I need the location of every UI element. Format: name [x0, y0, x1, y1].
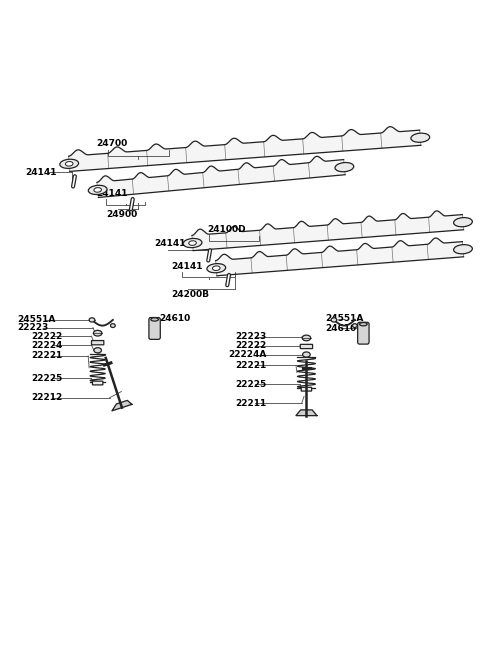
Ellipse shape — [411, 133, 430, 142]
Text: 22225: 22225 — [31, 374, 62, 383]
Text: 22211: 22211 — [235, 399, 266, 408]
Ellipse shape — [331, 318, 337, 322]
Text: 24200B: 24200B — [171, 291, 209, 299]
Polygon shape — [112, 400, 132, 411]
Polygon shape — [97, 157, 345, 197]
Text: 22223: 22223 — [17, 323, 48, 332]
Polygon shape — [192, 211, 464, 251]
Polygon shape — [296, 410, 317, 416]
Ellipse shape — [110, 324, 115, 328]
Text: 22222: 22222 — [235, 341, 266, 350]
Ellipse shape — [151, 318, 158, 321]
Ellipse shape — [352, 324, 357, 328]
Ellipse shape — [189, 241, 196, 246]
Text: 22221: 22221 — [235, 361, 266, 370]
Ellipse shape — [213, 266, 220, 271]
Text: 24551A: 24551A — [325, 314, 364, 324]
Text: 22222: 22222 — [31, 331, 62, 341]
Ellipse shape — [94, 348, 101, 353]
Text: 22212: 22212 — [31, 393, 62, 402]
Text: 22224A: 22224A — [228, 350, 266, 359]
Text: 24141: 24141 — [171, 261, 203, 271]
Ellipse shape — [302, 335, 311, 341]
Polygon shape — [216, 238, 464, 276]
Text: 24700: 24700 — [96, 139, 128, 148]
Ellipse shape — [454, 244, 472, 254]
Text: 24141: 24141 — [155, 239, 186, 248]
Ellipse shape — [94, 187, 101, 192]
Ellipse shape — [207, 263, 226, 272]
Ellipse shape — [183, 238, 202, 248]
Ellipse shape — [302, 352, 310, 357]
Text: 24100D: 24100D — [207, 225, 245, 234]
FancyBboxPatch shape — [358, 322, 369, 344]
Ellipse shape — [94, 330, 102, 336]
Text: 24610: 24610 — [325, 324, 357, 333]
Text: 24610: 24610 — [159, 314, 191, 324]
Text: 22221: 22221 — [31, 352, 62, 360]
Ellipse shape — [454, 217, 472, 227]
FancyBboxPatch shape — [149, 318, 160, 339]
Ellipse shape — [335, 162, 354, 172]
Ellipse shape — [360, 322, 367, 326]
Text: 22225: 22225 — [235, 380, 266, 389]
Ellipse shape — [60, 159, 79, 168]
FancyBboxPatch shape — [300, 345, 312, 348]
Ellipse shape — [88, 185, 107, 195]
FancyBboxPatch shape — [301, 387, 312, 391]
Text: 24551A: 24551A — [17, 316, 55, 324]
Text: 24900: 24900 — [106, 210, 137, 219]
Text: 22224: 22224 — [31, 341, 62, 350]
Polygon shape — [69, 126, 421, 172]
Ellipse shape — [65, 162, 73, 166]
Text: 22223: 22223 — [235, 333, 266, 341]
FancyBboxPatch shape — [92, 341, 104, 345]
Text: 24141: 24141 — [25, 168, 57, 177]
Ellipse shape — [89, 318, 95, 322]
Text: 24141: 24141 — [96, 189, 128, 198]
FancyBboxPatch shape — [93, 381, 103, 385]
